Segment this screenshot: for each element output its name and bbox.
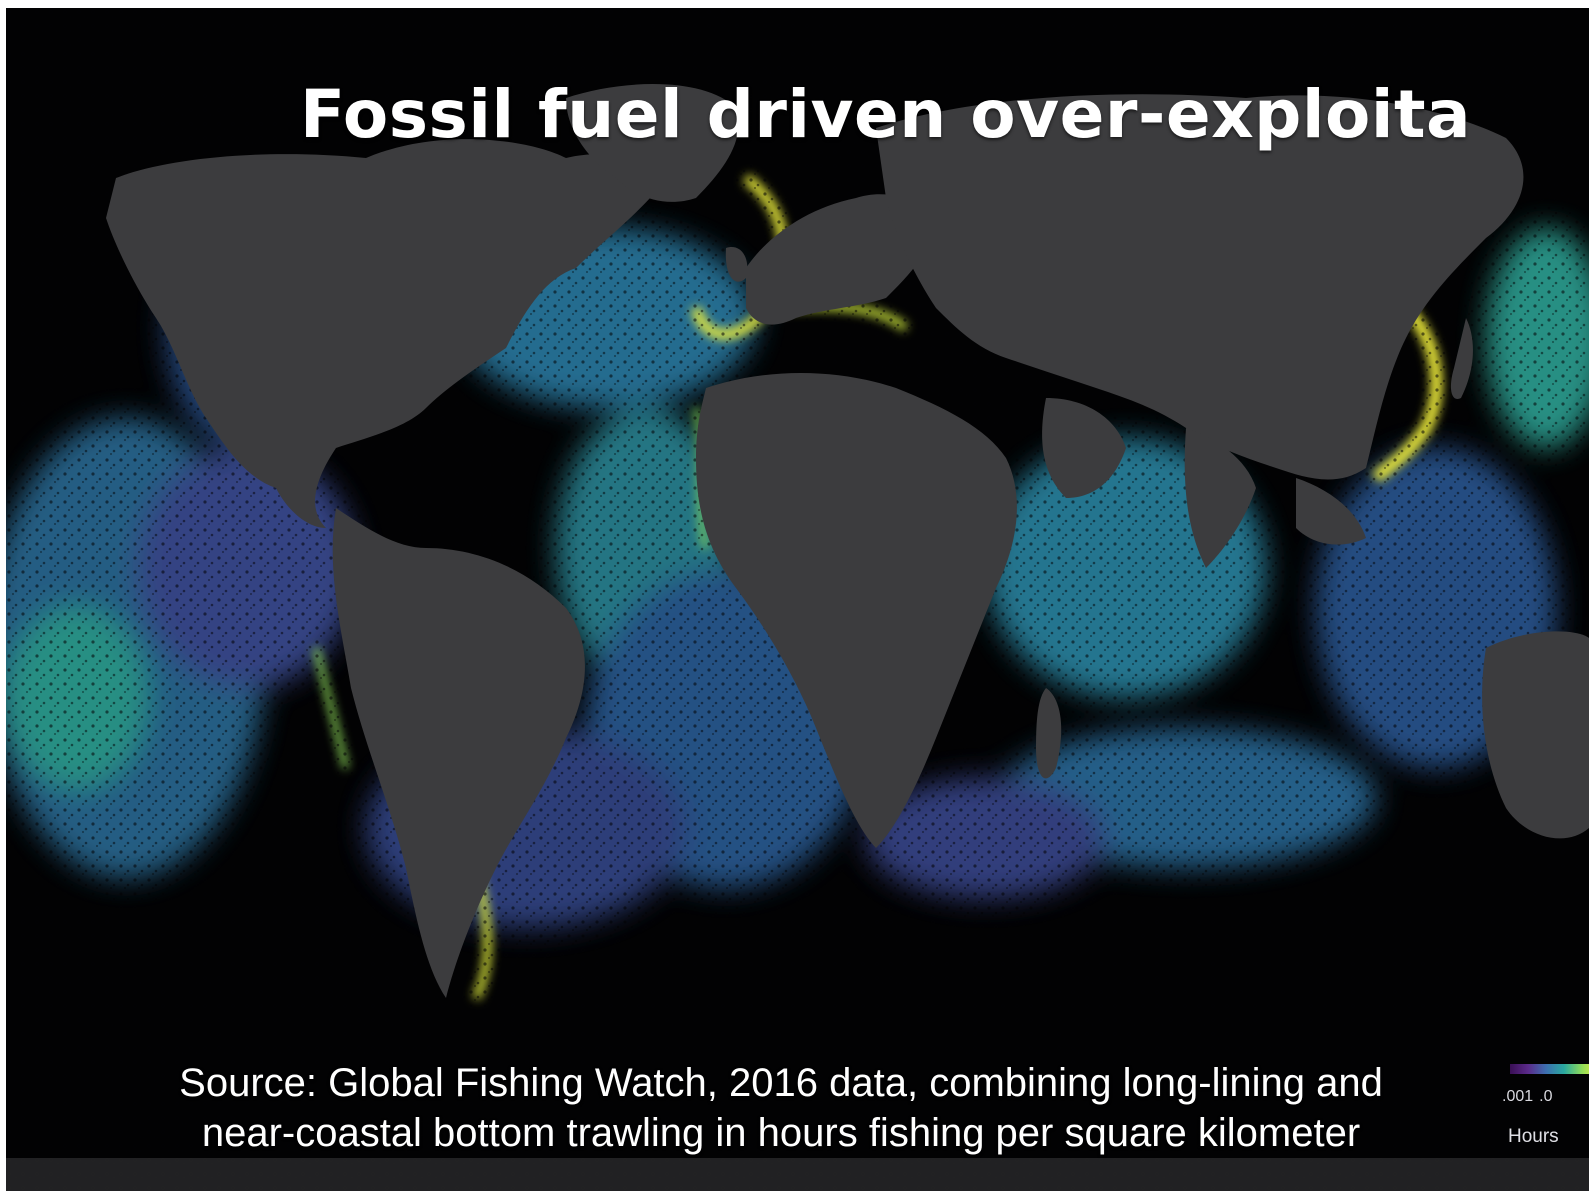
legend-tick: .001 [1502, 1088, 1534, 1105]
legend-ticks: .001 .0 [1502, 1088, 1558, 1106]
legend-label: Hours [1508, 1126, 1559, 1147]
legend-tick: .0 [1539, 1088, 1553, 1105]
slide: Fossil fuel driven over-exploita Source:… [6, 8, 1589, 1191]
caption-line-1: Source: Global Fishing Watch, 2016 data,… [179, 1061, 1383, 1105]
caption-line-2: near-coastal bottom trawling in hours fi… [201, 1111, 1361, 1155]
slide-title: Fossil fuel driven over-exploita [300, 76, 1472, 153]
world-fishing-map [6, 8, 1589, 1191]
color-legend: .001 .0 Hours [1496, 1054, 1589, 1164]
source-caption: Source: Global Fishing Watch, 2016 data,… [46, 1058, 1516, 1158]
fishing-density-layer [6, 8, 1589, 1191]
legend-color-ramp [1510, 1064, 1589, 1074]
land-layer [6, 84, 1589, 1191]
